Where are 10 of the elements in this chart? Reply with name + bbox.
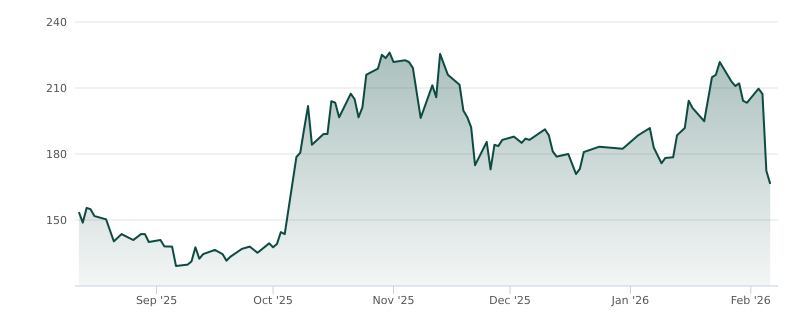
x-tick-label: Feb '26: [730, 294, 771, 307]
x-tick-label: Jan '26: [610, 294, 650, 307]
y-tick-label: 150: [46, 214, 67, 227]
x-tick-label: Nov '25: [372, 294, 414, 307]
x-tick-label: Oct '25: [253, 294, 293, 307]
y-tick-label: 180: [46, 148, 67, 161]
y-tick-label: 210: [46, 82, 67, 95]
x-tick-label: Sep '25: [136, 294, 178, 307]
x-tick-label: Dec '25: [489, 294, 531, 307]
y-tick-label: 240: [46, 16, 67, 29]
